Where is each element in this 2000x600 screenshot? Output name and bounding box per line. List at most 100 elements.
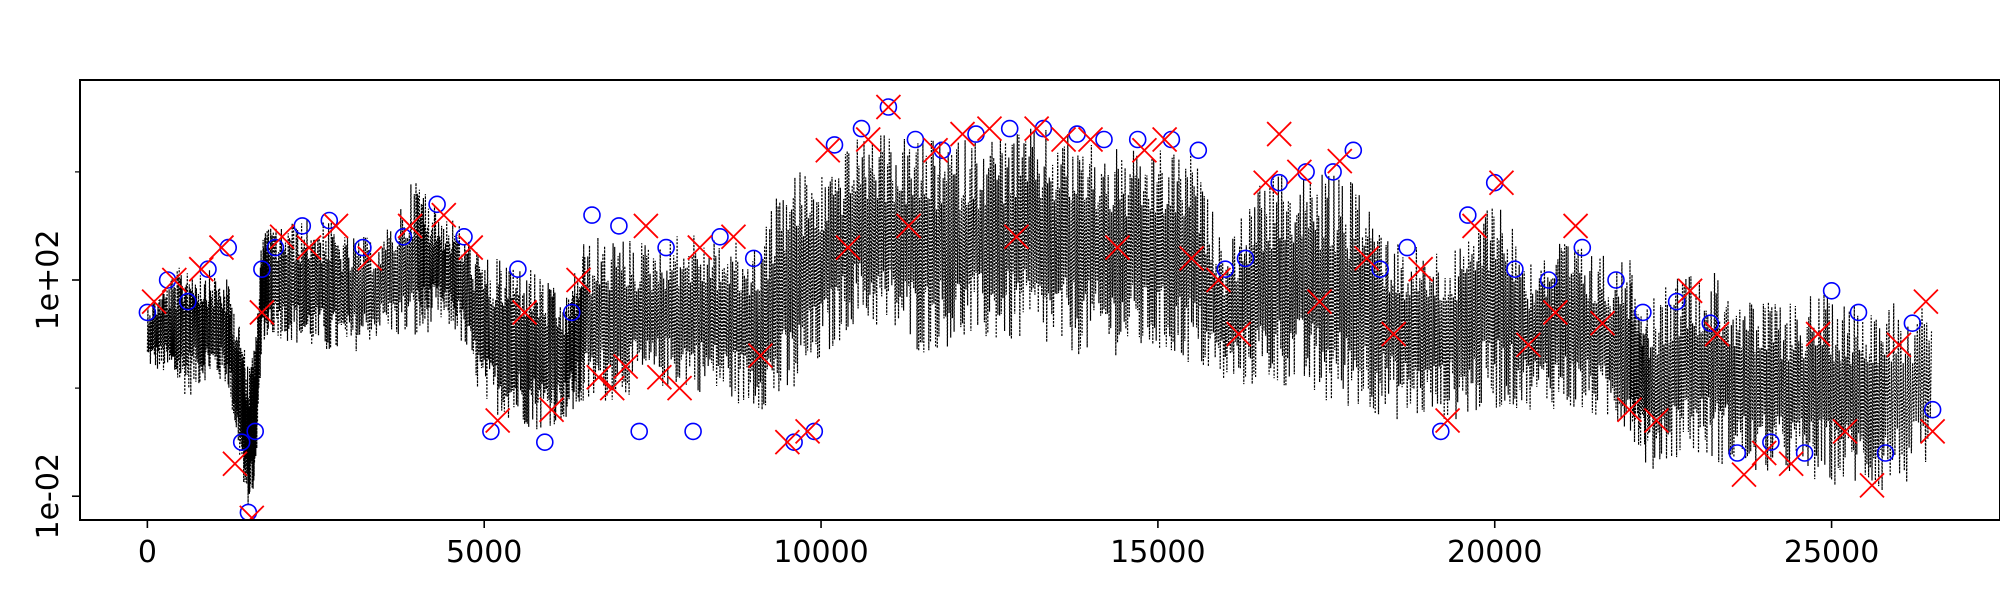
cross-point [357, 245, 383, 272]
circle-point [1432, 422, 1450, 441]
circle-point [1634, 303, 1652, 322]
cross-point [222, 451, 248, 477]
circle-point [1398, 238, 1416, 257]
cross-point [720, 224, 747, 250]
x-tick-label: 0 [138, 535, 157, 570]
x-axis: 0 5000 10000 15000 20000 25000 [138, 520, 1879, 570]
plot-frame [79, 79, 2000, 521]
circle-point [354, 238, 372, 257]
circle-point [1371, 260, 1389, 279]
cross-point [141, 288, 167, 315]
cross-point [1859, 472, 1885, 499]
y-tick-label: 1e-02 [31, 453, 66, 540]
cross-point [1515, 332, 1542, 358]
cross-point [1286, 159, 1313, 185]
cross-point [1381, 321, 1407, 347]
circle-point [1189, 141, 1208, 160]
circle-point [657, 238, 675, 257]
circle-point [246, 422, 264, 441]
cross-point [1886, 332, 1912, 358]
cross-point [1023, 116, 1050, 142]
cross-point [1253, 170, 1279, 196]
cross-point [323, 213, 349, 239]
x-tick-label: 20000 [1447, 535, 1542, 570]
cross-point [1407, 256, 1434, 282]
cross-point [633, 213, 659, 239]
cross-point [613, 353, 639, 380]
circle-point [630, 422, 649, 441]
cross-point [1751, 440, 1777, 466]
cross-point [922, 137, 949, 163]
cross-point [1643, 407, 1670, 434]
y-tick-label: 1e+02 [31, 230, 66, 331]
circle-point [684, 422, 702, 441]
cross-point [188, 256, 214, 282]
circle-point [610, 217, 628, 235]
cross-point [1151, 126, 1178, 153]
cross-point [1104, 234, 1131, 261]
cross-point [1805, 321, 1831, 347]
cross-point [1434, 407, 1461, 434]
cross-point [538, 397, 565, 423]
circle-point [1795, 444, 1814, 462]
circle-point [509, 260, 527, 279]
circle-point [158, 271, 177, 289]
circle-point [1822, 281, 1841, 300]
x-tick-label: 5000 [446, 535, 522, 570]
cross-point [1778, 451, 1804, 477]
circle-point [266, 238, 285, 257]
series-line-path [146, 128, 1933, 505]
cross-point [239, 505, 265, 520]
cross-point [949, 121, 976, 147]
x-tick-label: 15000 [1110, 535, 1205, 570]
cross-point [895, 213, 922, 239]
cross-point [1178, 245, 1205, 272]
circle-point [1539, 271, 1558, 289]
cross-point [976, 116, 1003, 142]
x-tick-label: 10000 [773, 535, 868, 570]
cross-point [1589, 310, 1616, 336]
circle-point [239, 503, 258, 520]
circle-point [535, 433, 554, 452]
cross-point [1003, 224, 1030, 250]
circle-point [232, 433, 251, 452]
circle-point [562, 303, 581, 322]
circle-point [583, 206, 601, 224]
cross-point [1077, 126, 1104, 153]
y-axis: 1e-02 1e+02 [31, 171, 80, 540]
circle-point [825, 136, 844, 154]
series-layer [138, 94, 1946, 520]
circle-point [967, 125, 985, 143]
cross-point [1131, 137, 1158, 163]
circle-point [1876, 444, 1895, 462]
circle-point [1216, 260, 1235, 279]
circle-point [1000, 119, 1019, 138]
circle-point [1573, 238, 1592, 257]
cross-point [1306, 288, 1333, 315]
cross-point [1731, 461, 1757, 488]
circle-point [1506, 260, 1524, 279]
circle-point [1324, 163, 1342, 181]
circle-point [138, 303, 157, 322]
cross-point [296, 234, 322, 261]
cross-point [1205, 267, 1232, 293]
circle-point [879, 98, 898, 116]
cross-point [1832, 418, 1858, 444]
cross-point [1704, 321, 1730, 347]
cross-point [1919, 418, 1946, 444]
cross-point [875, 94, 902, 120]
circle-point [293, 217, 312, 235]
cross-point [1050, 126, 1077, 153]
cross-point [485, 407, 511, 434]
cross-point [565, 267, 592, 293]
circle-point [455, 228, 473, 246]
circle-point [744, 249, 763, 268]
cross-point [1461, 213, 1488, 239]
circle-point [1095, 130, 1113, 149]
circle-point [1270, 173, 1288, 192]
cross-point [774, 429, 801, 455]
cross-point [249, 299, 275, 326]
cross-point [1677, 278, 1703, 304]
cross-point [855, 126, 881, 153]
cross-point [1913, 288, 1939, 315]
